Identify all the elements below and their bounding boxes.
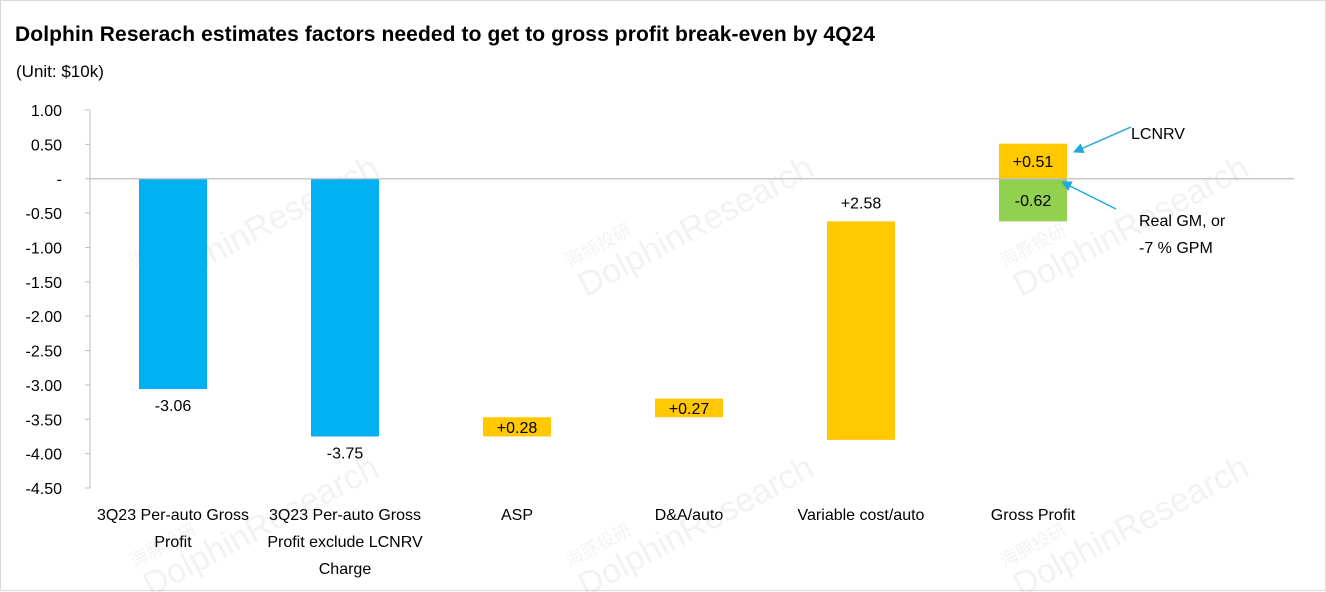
- data-label: +0.27: [669, 401, 710, 418]
- category-label-line: Profit exclude LCNRV: [267, 534, 423, 551]
- y-tick-label: -3.00: [26, 378, 63, 395]
- category-label-line: Charge: [319, 561, 372, 578]
- y-tick-label: -0.50: [26, 206, 63, 223]
- category-label-line: 3Q23 Per-auto Gross: [97, 507, 249, 524]
- unit-label: (Unit: $10k): [16, 62, 104, 81]
- annotation-label: Real GM, or -7 % GPM: [1139, 213, 1226, 257]
- annotation-line: LCNRV: [1131, 126, 1185, 143]
- bar: [139, 178, 207, 390]
- category-label-line: Profit: [154, 534, 192, 551]
- data-label: +0.51: [1013, 154, 1054, 171]
- annotation-arrow: [1073, 126, 1132, 154]
- data-label: +0.28: [497, 420, 538, 437]
- category-label-line: ASP: [501, 507, 533, 524]
- y-tick-label: 1.00: [31, 103, 62, 120]
- chart-title: Dolphin Reserach estimates factors neede…: [15, 23, 876, 46]
- category-label-line: Variable cost/auto: [798, 507, 925, 524]
- bar: [827, 221, 895, 440]
- data-label: -3.06: [155, 398, 192, 415]
- category-label-line: Gross Profit: [991, 507, 1076, 524]
- y-tick-label: -3.50: [26, 412, 63, 429]
- y-tick-label: -2.00: [26, 309, 63, 326]
- watermark-brand: DolphinResearch: [572, 148, 820, 304]
- data-label: -0.62: [1015, 193, 1052, 210]
- y-tick-label: -2.50: [26, 344, 63, 361]
- annotation-arrow: [1061, 181, 1117, 210]
- data-label: -3.75: [327, 445, 364, 462]
- bar: [483, 417, 551, 437]
- data-label: +2.58: [841, 195, 882, 212]
- category-label-line: 3Q23 Per-auto Gross: [269, 507, 421, 524]
- category-label: 3Q23 Per-auto Gross Profit: [97, 507, 249, 551]
- category-label-line: D&A/auto: [655, 507, 724, 524]
- category-label: D&A/auto: [655, 507, 724, 524]
- category-label: ASP: [501, 507, 533, 524]
- bar: [999, 178, 1067, 222]
- y-tick-label: -: [57, 172, 62, 189]
- bar: [311, 178, 379, 437]
- annotation-line: Real GM, or: [1139, 213, 1226, 230]
- bar: [999, 143, 1067, 179]
- y-tick-label: 0.50: [31, 137, 62, 154]
- category-label: Gross Profit: [991, 507, 1076, 524]
- y-tick-label: -1.50: [26, 275, 63, 292]
- y-tick-label: -1.00: [26, 240, 63, 257]
- annotation-label: LCNRV: [1131, 126, 1185, 143]
- bar: [655, 398, 723, 418]
- y-tick-label: -4.50: [26, 481, 63, 498]
- category-label: Variable cost/auto: [798, 507, 925, 524]
- annotation-line: -7 % GPM: [1139, 240, 1213, 257]
- y-tick-label: -4.00: [26, 447, 63, 464]
- category-label: 3Q23 Per-auto Gross Profit exclude LCNRV C…: [267, 507, 423, 578]
